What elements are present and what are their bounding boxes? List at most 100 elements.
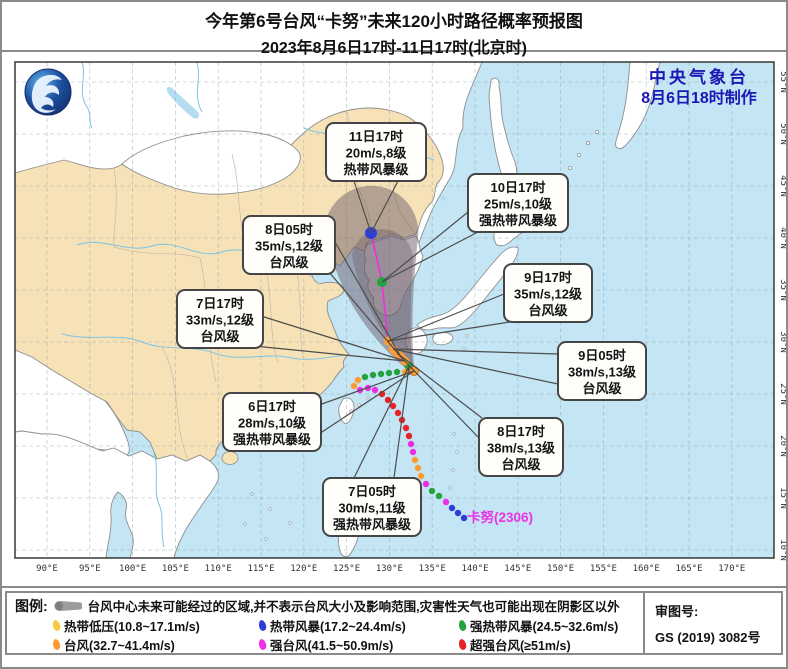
track-point [354,376,362,384]
islet [288,521,292,525]
callout-text: 28m/s,10级 [238,416,307,431]
callout-box [176,289,264,349]
callout-text: 热带风暴级 [343,162,409,177]
callout-text: 33m/s,12级 [186,313,255,328]
pointer-line [393,365,410,479]
track-point [422,480,430,488]
callout-text: 强热带风暴级 [479,213,558,228]
callout-box [325,122,427,182]
legend-item: 超强台风(≥51m/s) [457,635,637,653]
lon-label: 120°E [290,564,317,574]
red-intensity-dot [457,638,468,651]
callout-text: 38m/s,13级 [487,441,556,456]
license-number: GS (2019) 3082号 [655,630,761,645]
track-point [460,514,468,522]
callout-text: 38m/s,13级 [568,365,637,380]
lat-label: 35°N [778,279,788,301]
callout-box [242,215,336,275]
legend-cone-note: 台风中心未来可能经过的区域,并不表示台风大小及影响范围,灾害性天气也可能出现在阴… [87,600,620,614]
lat-label: 45°N [778,175,788,197]
island-hainan [221,451,239,465]
lon-label: 150°E [547,564,574,574]
lat-label: 30°N [778,331,788,353]
orange-intensity-dot [51,638,62,651]
legend-cone-row: 图例: 台风中心未来可能经过的区域,并不表示台风大小及影响范围,灾害性天气也可能… [15,596,637,615]
islet [268,507,272,511]
lon-label: 170°E [718,564,745,574]
islet [451,468,455,472]
lon-label: 140°E [461,564,488,574]
islet [452,432,456,436]
license-label: 审图号: [655,604,699,619]
pointer-line [260,315,406,362]
lake-khanka [440,195,446,201]
yellow-intensity-dot [51,619,62,632]
lon-label: 115°E [247,564,274,574]
lon-label: 100°E [119,564,146,574]
callout-text: 台风级 [501,457,541,472]
callout-text: 8日05时 [265,222,313,237]
track-point [361,373,369,381]
callout-text: 35m/s,12级 [514,287,583,302]
legend-item: 热带风暴(17.2~24.4m/s) [257,616,459,635]
callout-text: 7日05时 [348,484,396,499]
graticule [15,62,774,558]
legend-item-label: 台风(32.7~41.4m/s) [64,639,175,653]
track-point [377,370,385,378]
track-point [384,396,392,404]
pointer-line [370,180,399,234]
pointer-line [381,211,469,283]
river [196,62,203,113]
track-point [350,382,358,390]
lat-label: 50°N [778,123,788,145]
track-point [407,440,415,448]
track-point [442,498,450,506]
pointer-line [328,271,402,358]
track-point [454,509,462,517]
lon-label: 125°E [333,564,360,574]
callout-text: 台风级 [269,255,309,270]
lat-label: 40°N [778,227,788,249]
legend-item: 热带低压(10.8~17.1m/s) [51,616,259,635]
lat-label: 20°N [778,435,788,457]
island-taiwan [338,397,355,425]
track-point [369,371,377,379]
pointer-line [353,180,372,234]
callout-box [557,341,647,401]
callout-text: 8日17时 [497,424,545,439]
callout-text: 10日17时 [491,180,546,195]
callout-text: 台风级 [200,329,240,344]
legend-item-label: 热带低压(10.8~17.1m/s) [64,620,200,634]
island-kuril [595,130,599,134]
legend-body: 图例: 台风中心未来可能经过的区域,并不表示台风大小及影响范围,灾害性天气也可能… [7,593,643,654]
river [153,453,165,548]
callout-text: 9日05时 [578,348,626,363]
legend: 图例: 台风中心未来可能经过的区域,并不表示台风大小及影响范围,灾害性天气也可能… [5,591,783,655]
callout-box [222,392,322,452]
callout-box [478,417,564,477]
track-point [417,472,425,480]
legend-items: 热带低压(10.8~17.1m/s) 热带风暴(17.2~24.4m/s) 强热带风… [51,616,637,653]
legend-item: 强热带风暴(24.5~32.6m/s) [457,616,637,635]
pointer-line [318,370,415,435]
islet [462,347,466,351]
page-title: 今年第6号台风“卡努”未来120小时路径概率预报图 [205,12,583,31]
lat-label: 10°N [778,539,788,561]
cone-outer [324,185,419,376]
track-point [402,424,410,432]
pointer-line [334,241,402,358]
lake-baikal [166,86,200,119]
track-point [448,504,456,512]
track-point [428,487,436,495]
callout-text: 11日17时 [349,129,403,144]
callout-text: 20m/s,8级 [346,146,408,161]
track-point [389,402,397,410]
